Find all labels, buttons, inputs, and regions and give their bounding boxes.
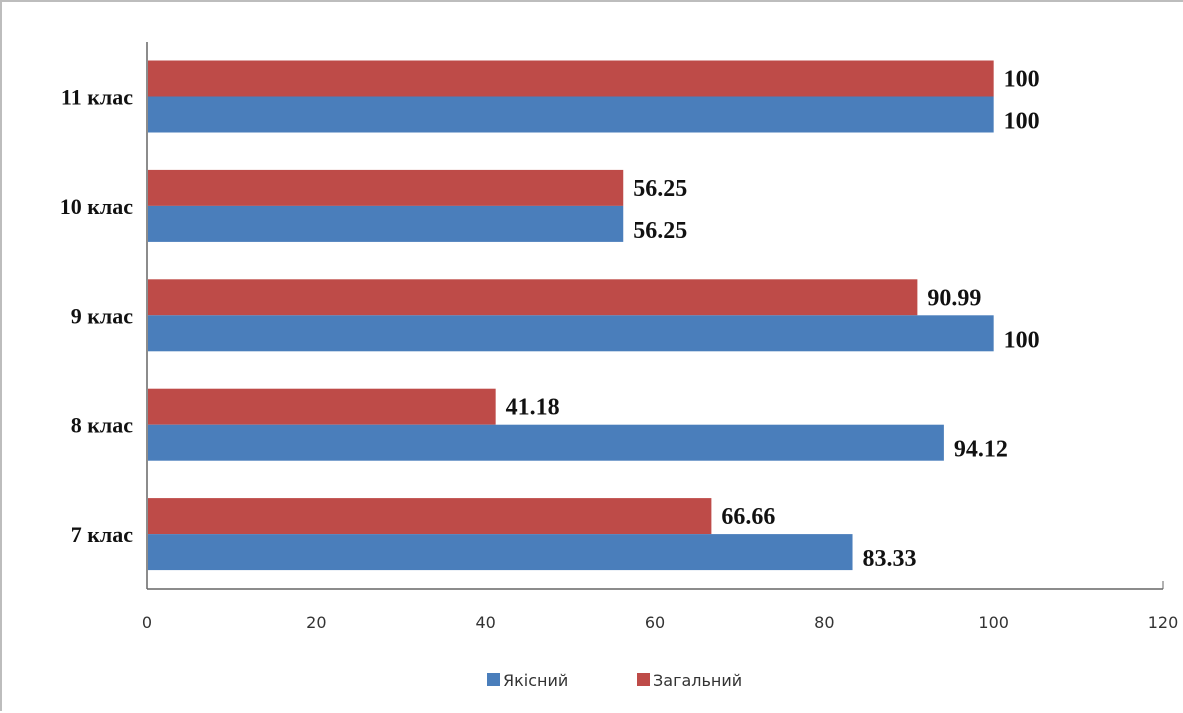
category-label-3: 10 клас [60, 194, 134, 219]
x-tick-label-4: 80 [814, 613, 834, 632]
x-tick-label-3: 60 [645, 613, 665, 632]
x-tick-labels-group: 0 20 40 60 80 100 120 [142, 613, 1178, 632]
value-label-yakisnyi-1: 94.12 [954, 437, 1008, 463]
bars-group [148, 60, 994, 571]
value-label-yakisnyi-3: 56.25 [633, 218, 687, 244]
value-label-zahalnyi-2: 90.99 [927, 285, 981, 311]
legend-label-1: Загальний [653, 671, 742, 690]
category-label-2: 9 клас [71, 303, 134, 328]
bar-yakisnyi-1 [148, 424, 944, 461]
bar-yakisnyi-4 [148, 96, 994, 133]
category-label-0: 7 клас [71, 522, 134, 547]
bar-zahalnyi-4 [148, 60, 994, 97]
axes [146, 42, 1164, 590]
bar-zahalnyi-1 [148, 388, 496, 425]
value-label-yakisnyi-0: 83.33 [863, 546, 917, 572]
value-label-zahalnyi-0: 66.66 [721, 504, 775, 530]
legend: Якісний Загальний [487, 671, 742, 690]
legend-swatch-1 [637, 673, 650, 686]
x-tick-label-2: 40 [475, 613, 495, 632]
bar-zahalnyi-2 [148, 279, 918, 316]
value-label-yakisnyi-4: 100 [1004, 109, 1040, 135]
value-label-zahalnyi-4: 100 [1004, 67, 1040, 93]
x-tick-label-5: 100 [978, 613, 1009, 632]
x-tick-label-6: 120 [1148, 613, 1179, 632]
bar-yakisnyi-2 [148, 315, 994, 352]
value-label-zahalnyi-3: 56.25 [633, 176, 687, 202]
value-labels-group: 66.66 83.33 41.18 94.12 90.99 100 56.25 56.25 10… [506, 67, 1040, 573]
bar-yakisnyi-3 [148, 205, 624, 242]
category-label-1: 8 клас [71, 413, 134, 438]
category-label-4: 11 клас [61, 85, 133, 110]
legend-label-0: Якісний [503, 671, 568, 690]
x-tick-label-1: 20 [306, 613, 326, 632]
legend-swatch-0 [487, 673, 500, 686]
value-label-yakisnyi-2: 100 [1004, 327, 1040, 353]
bar-zahalnyi-3 [148, 169, 624, 206]
category-labels-group: 7 клас 8 клас 9 клас 10 клас 11 клас [60, 85, 134, 548]
x-tick-label-0: 0 [142, 613, 152, 632]
bar-yakisnyi-0 [148, 534, 853, 571]
bar-zahalnyi-0 [148, 498, 712, 535]
value-label-zahalnyi-1: 41.18 [506, 395, 560, 421]
